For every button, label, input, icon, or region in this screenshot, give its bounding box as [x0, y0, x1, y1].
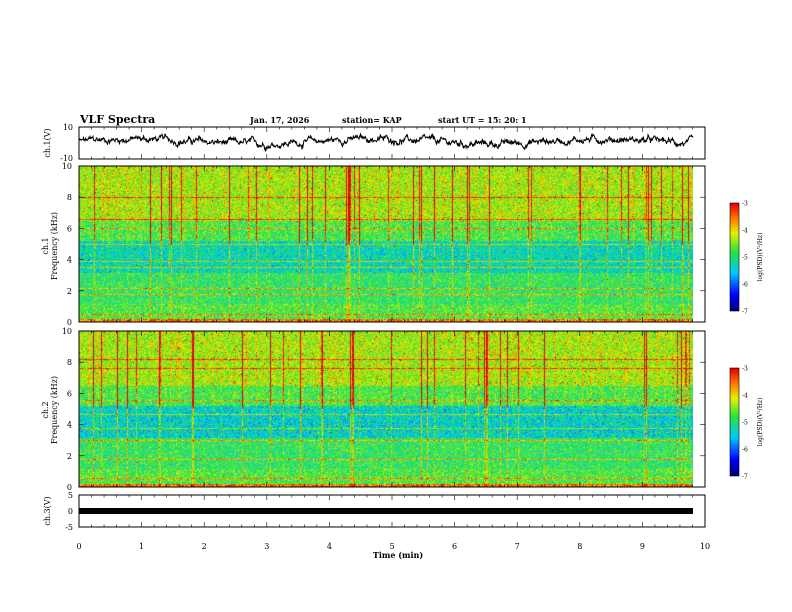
ch1-colorbar-frame: [729, 202, 740, 312]
ch1-spectrogram-yticklabels: 0 2 4 6 8 10: [62, 162, 72, 327]
ch2-colorbar: [730, 368, 739, 476]
date-label: Jan. 17, 2026: [249, 115, 310, 125]
xtick-label-3: 3: [264, 542, 269, 551]
ytick-label-10: 10: [62, 162, 72, 171]
ytick-label-2: 2: [67, 287, 72, 296]
figure-title: VLF Spectra: [79, 113, 155, 126]
ch3-waveform-panel: 5 0 -5 ch.3(V) 0 1 2 3 4 5 6 7 8 9 10 Time (min): [43, 491, 710, 560]
ch1-ylabel-channel: ch.1: [41, 237, 50, 254]
xtick-label-8: 8: [577, 542, 582, 551]
ch3-ytick-mid: 0: [68, 507, 73, 516]
ch2-spectrogram-image: [79, 331, 693, 487]
ch2-ylabel-frequency: Frequency (kHz): [50, 376, 59, 444]
ytick-label-6: 6: [67, 224, 72, 233]
ch2-colorbar-frame: [729, 367, 740, 477]
xtick-label-10: 10: [700, 542, 710, 551]
colorbar-tick-label: -7: [742, 474, 748, 481]
ch3-ytick-bottom: -5: [65, 523, 73, 532]
ch2-spectrogram-ticks: [78, 330, 706, 488]
colorbar-tick-label: -7: [742, 309, 748, 316]
station-label: station= KAP: [342, 115, 402, 125]
ch1-spectrogram-ticks: [78, 165, 706, 323]
ytick-label-8: 8: [67, 358, 72, 367]
xtick-label-7: 7: [515, 542, 520, 551]
ch1-spectrogram-image: [79, 166, 693, 322]
xtick-label-5: 5: [389, 542, 394, 551]
ytick-label-4: 4: [67, 421, 72, 430]
ytick-label-2: 2: [67, 452, 72, 461]
ytick-label-10: 10: [62, 327, 72, 336]
colorbar-tick-label: -4: [742, 393, 748, 400]
ch1-ytick-bottom: -10: [60, 154, 73, 163]
colorbar-tick-label: -4: [742, 228, 748, 235]
ch3-ylabel: ch.3(V): [43, 496, 52, 525]
ch1-colorbar-label: log(PSD)(V²/Hz): [757, 233, 764, 282]
ch1-ylabel-frequency: Frequency (kHz): [50, 212, 59, 280]
xtick-label-1: 1: [139, 542, 144, 551]
ch1-waveform-panel: 10 -10 ch.1(V): [43, 123, 706, 163]
colorbar-tick-label: -5: [742, 255, 748, 262]
ch1-waveform-series: [78, 132, 694, 152]
ch3-waveform-series: [79, 508, 693, 514]
start-time-label: start UT = 15: 20: 1: [438, 115, 527, 125]
colorbar-tick-label: -5: [742, 420, 748, 427]
time-axis-ticklabels: 0 1 2 3 4 5 6 7 8 9 10: [76, 542, 710, 551]
ch2-colorbar-label: log(PSD)(V²/Hz): [757, 398, 764, 447]
ytick-label-6: 6: [67, 389, 72, 398]
xtick-label-6: 6: [452, 542, 457, 551]
ch1-ylabel: ch.1(V): [43, 128, 52, 157]
ytick-label-8: 8: [67, 193, 72, 202]
ytick-label-4: 4: [67, 256, 72, 265]
xtick-label-9: 9: [640, 542, 645, 551]
colorbar-tick-label: -3: [742, 201, 748, 208]
colorbar-tick-label: -6: [742, 447, 748, 454]
ch3-ytick-top: 5: [68, 491, 73, 500]
colorbar-tick-label: -3: [742, 366, 748, 373]
time-axis-label: Time (min): [373, 550, 423, 560]
xtick-label-2: 2: [202, 542, 207, 551]
ytick-label-0: 0: [67, 483, 72, 492]
ch2-ylabel-channel: ch.2: [41, 401, 50, 418]
ch1-ytick-top: 10: [63, 123, 73, 132]
xtick-label-0: 0: [76, 542, 81, 551]
ytick-label-0: 0: [67, 318, 72, 327]
colorbar-tick-label: -6: [742, 282, 748, 289]
ch2-colorbar-ticks: -3 -4 -5 -6 -7: [742, 366, 748, 481]
ch1-colorbar-ticks: -3 -4 -5 -6 -7: [742, 201, 748, 316]
ch1-waveform-ticks: [78, 127, 706, 159]
ch3-waveform-ticks: [78, 495, 706, 527]
ch1-colorbar: [730, 203, 739, 311]
xtick-label-4: 4: [327, 542, 332, 551]
ch2-spectrogram-yticklabels: 0 2 4 6 8 10: [62, 327, 72, 492]
